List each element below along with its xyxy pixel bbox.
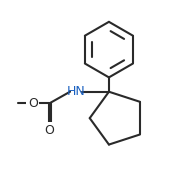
Text: O: O <box>28 97 38 110</box>
Text: HN: HN <box>66 85 85 98</box>
Text: O: O <box>44 124 54 137</box>
